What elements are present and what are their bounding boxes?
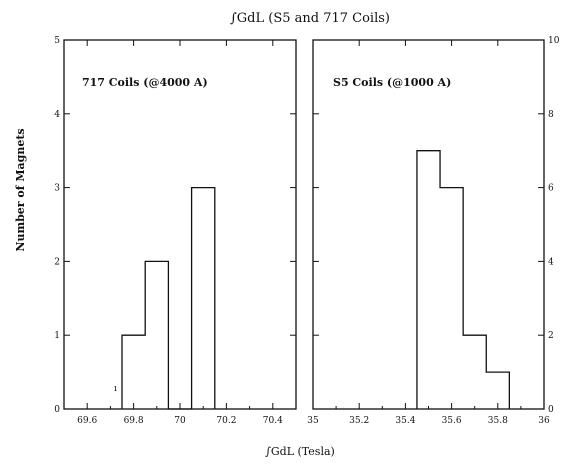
left-panel-label: 717 Coils (@4000 A) xyxy=(82,76,208,89)
y-tick-label: 4 xyxy=(548,257,554,267)
y-tick-label: 0 xyxy=(548,405,554,415)
y-tick-label: 2 xyxy=(54,257,60,267)
y-tick-label: 5 xyxy=(54,36,60,46)
x-tick-label: 35.8 xyxy=(488,416,508,426)
left-panel-frame xyxy=(63,39,297,410)
x-tick-label: 70 xyxy=(174,416,186,426)
right-histogram-outline xyxy=(416,150,510,409)
y-tick-label: 3 xyxy=(54,184,60,194)
right-panel-frame xyxy=(312,39,545,410)
x-tick-label: 35.4 xyxy=(395,416,415,426)
y-tick-label: 6 xyxy=(548,184,554,194)
y-axis-label: Number of Magnets xyxy=(14,128,27,251)
x-tick-label: 36 xyxy=(538,416,550,426)
chart-title: ∫GdL (S5 and 717 Coils) xyxy=(230,11,390,26)
y-tick-label: 10 xyxy=(548,36,560,46)
y-tick-label: 8 xyxy=(548,110,554,120)
left-panel-ticks: 69.6 69.8 70 70.2 70.4 0 1 2 3 4 5 xyxy=(54,36,296,426)
x-tick-label: 69.8 xyxy=(124,416,144,426)
y-axis-title: Number of Magnets xyxy=(14,128,27,251)
x-tick-label: 69.6 xyxy=(77,416,97,426)
right-panel-label: S5 Coils (@1000 A) xyxy=(333,76,451,89)
left-panel-annotation: ı xyxy=(114,384,117,394)
x-tick-label: 35.2 xyxy=(349,416,369,426)
x-tick-label: 70.4 xyxy=(263,416,283,426)
left-histogram-panel: 69.6 69.8 70 70.2 70.4 0 1 2 3 4 5 717 Coils (@400… xyxy=(54,36,297,426)
x-tick-label: 35 xyxy=(307,416,319,426)
right-panel-ticks: 35 35.2 35.4 35.6 35.8 360 2 4 6 8 10 xyxy=(307,36,559,426)
left-histogram-outline xyxy=(121,186,216,410)
x-axis-label: ∫GdL (Tesla) xyxy=(265,445,335,458)
y-tick-label: 0 xyxy=(54,405,60,415)
right-histogram-panel: 35 35.2 35.4 35.6 35.8 360 2 4 6 8 10 S5 Coils (@1… xyxy=(307,36,559,426)
x-tick-label: 35.6 xyxy=(442,416,462,426)
y-tick-label: 2 xyxy=(548,331,554,341)
y-tick-label: 1 xyxy=(54,331,60,341)
y-tick-label: 4 xyxy=(54,110,60,120)
x-tick-label: 70.2 xyxy=(216,416,236,426)
